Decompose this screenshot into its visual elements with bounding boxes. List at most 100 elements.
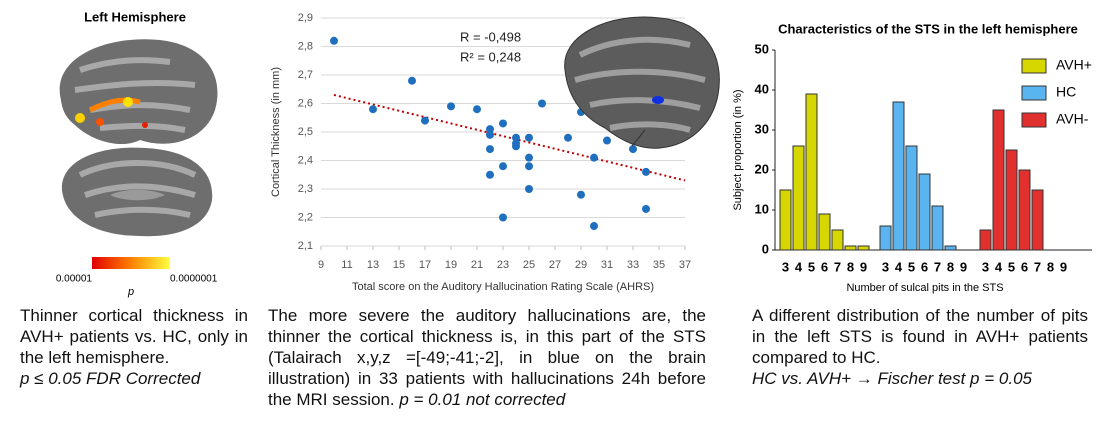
x-tick-label: 13 — [367, 259, 379, 271]
brain-lateral — [60, 39, 218, 144]
caption-left: Thinner cortical thickness in AVH+ patie… — [20, 305, 248, 389]
bar — [780, 190, 791, 250]
x-axis-label: Number of sulcal pits in the STS — [846, 282, 1003, 294]
legend-label: AVH- — [1056, 111, 1089, 127]
y-tick-label: 10 — [755, 201, 769, 216]
y-tick-label: 20 — [755, 161, 769, 176]
point — [369, 105, 377, 113]
brain-medial — [62, 148, 212, 237]
x-tick-label: 4 — [895, 259, 903, 274]
bar — [819, 214, 830, 250]
point — [473, 105, 481, 113]
bar — [832, 230, 843, 250]
caption-middle: The more severe the auditory hallucinati… — [268, 305, 706, 410]
x-tick-label: 15 — [393, 259, 405, 271]
caption-note: p = 0.01 not corrected — [399, 390, 565, 409]
y-tick-label: 50 — [755, 41, 769, 56]
y-tick-label: 2,7 — [298, 69, 313, 81]
y-tick-label: 30 — [755, 121, 769, 136]
x-tick-label: 6 — [1021, 259, 1028, 274]
x-tick-label: 9 — [860, 259, 867, 274]
y-tick-label: 40 — [755, 81, 769, 96]
x-tick-label: 37 — [679, 259, 691, 271]
x-tick-label: 9 — [1060, 259, 1067, 274]
point — [447, 102, 455, 110]
x-tick-label: 3 — [882, 259, 889, 274]
legend-swatch — [1022, 86, 1046, 100]
point — [590, 222, 598, 230]
x-tick-label: 35 — [653, 259, 665, 271]
bar — [806, 94, 817, 250]
point — [525, 154, 533, 162]
point — [408, 77, 416, 85]
bar — [1006, 150, 1017, 250]
legend-swatch — [1022, 113, 1046, 127]
x-tick-label: 9 — [318, 259, 324, 271]
x-tick-label: 8 — [947, 259, 954, 274]
point — [512, 142, 520, 150]
bar — [858, 246, 869, 250]
bar — [845, 246, 856, 250]
x-tick-label: 9 — [960, 259, 967, 274]
caption-note: p ≤ 0.05 FDR Corrected — [20, 369, 200, 388]
y-tick-label: 2,3 — [298, 183, 313, 195]
bar — [932, 206, 943, 250]
bar — [1032, 190, 1043, 250]
y-tick-label: 2,2 — [298, 211, 313, 223]
x-tick-label: 3 — [982, 259, 989, 274]
x-tick-label: 8 — [1047, 259, 1054, 274]
bar — [893, 102, 904, 250]
point — [499, 214, 507, 222]
x-tick-label: 6 — [821, 259, 828, 274]
bar — [945, 246, 956, 250]
bar — [919, 174, 930, 250]
x-tick-label: 11 — [341, 259, 352, 271]
legend-label: AVH+ — [1056, 57, 1092, 73]
point — [642, 205, 650, 213]
annotation: R = -0,498 — [460, 29, 521, 44]
x-tick-label: 21 — [471, 259, 483, 271]
x-tick-label: 5 — [808, 259, 815, 274]
x-tick-label: 31 — [601, 259, 613, 271]
x-tick-label: 5 — [1008, 259, 1015, 274]
bar — [906, 146, 917, 250]
point — [499, 162, 507, 170]
point — [564, 134, 572, 142]
colorbar-max: 0.0000001 — [170, 274, 218, 285]
x-tick-label: 29 — [575, 259, 587, 271]
x-tick-label: 19 — [445, 259, 457, 271]
y-tick-label: 0 — [762, 241, 769, 256]
y-tick-label: 2,1 — [298, 240, 313, 252]
point — [499, 119, 507, 127]
x-tick-label: 25 — [523, 259, 535, 271]
bar — [993, 110, 1004, 250]
point — [525, 134, 533, 142]
x-tick-label: 5 — [908, 259, 915, 274]
x-tick-label: 27 — [549, 259, 561, 271]
point — [486, 131, 494, 139]
point — [603, 137, 611, 145]
y-tick-label: 2,8 — [298, 40, 313, 52]
point — [421, 117, 429, 125]
caption-text: A different distribution of the number o… — [752, 306, 1088, 367]
point — [538, 100, 546, 108]
point — [629, 145, 637, 153]
x-tick-label: 33 — [627, 259, 639, 271]
x-tick-label: 3 — [782, 259, 789, 274]
point — [525, 162, 533, 170]
chart-title: Characteristics of the STS in the left h… — [778, 21, 1078, 36]
x-tick-label: 8 — [847, 259, 854, 274]
point — [590, 154, 598, 162]
bar — [1019, 170, 1030, 250]
caption-text: Thinner cortical thickness in AVH+ patie… — [20, 306, 248, 367]
brain-inset — [565, 17, 720, 148]
x-tick-label: 4 — [995, 259, 1003, 274]
point — [642, 168, 650, 176]
x-tick-label: 7 — [934, 259, 941, 274]
legend-label: HC — [1056, 84, 1076, 100]
point — [525, 185, 533, 193]
x-tick-label: 7 — [834, 259, 841, 274]
y-axis-label: Subject proportion (in %) — [732, 89, 744, 210]
caption-note: HC vs. AVH+ → Fischer test p = 0.05 — [752, 369, 1032, 388]
point — [486, 171, 494, 179]
